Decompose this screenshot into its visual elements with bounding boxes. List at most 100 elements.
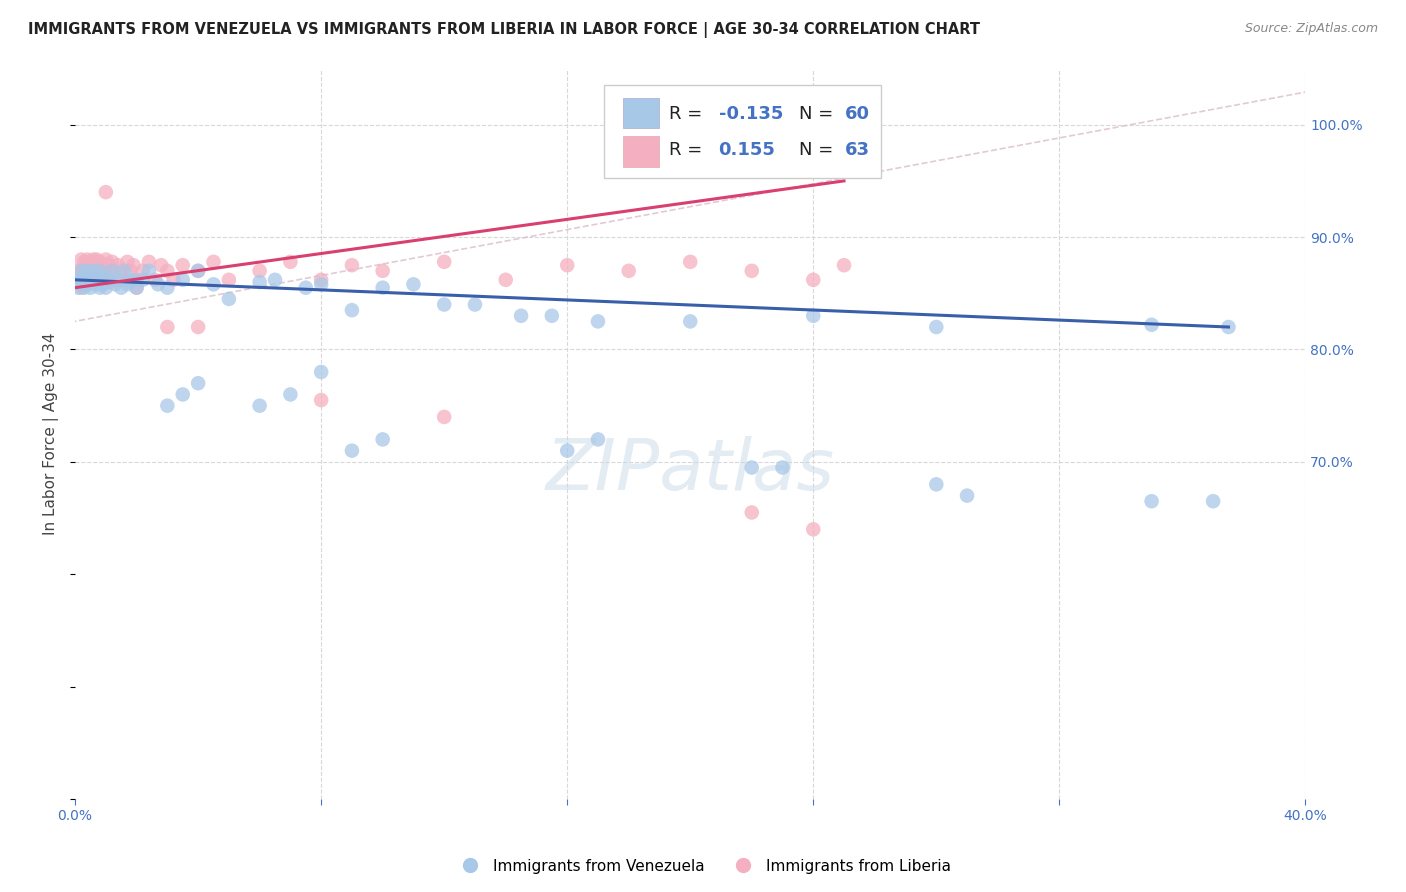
Point <box>79 273 101 287</box>
Point <box>79 281 101 295</box>
Point <box>264 273 287 287</box>
Text: ZIPatlas: ZIPatlas <box>546 436 835 505</box>
Point <box>540 309 562 323</box>
Point <box>94 264 117 278</box>
Point <box>832 258 855 272</box>
Point <box>402 277 425 292</box>
Point <box>89 281 111 295</box>
Point <box>94 252 117 267</box>
Point <box>86 252 108 267</box>
Point <box>101 264 124 278</box>
Point <box>112 273 135 287</box>
Point <box>249 275 271 289</box>
Point <box>1218 320 1240 334</box>
Point <box>433 409 456 424</box>
Point <box>83 264 105 278</box>
Point <box>110 281 132 295</box>
Point <box>91 258 114 272</box>
Point <box>79 264 101 278</box>
Point <box>91 273 114 287</box>
Point <box>70 277 93 292</box>
Point <box>107 273 129 287</box>
Point <box>83 264 105 278</box>
Text: IMMIGRANTS FROM VENEZUELA VS IMMIGRANTS FROM LIBERIA IN LABOR FORCE | AGE 30-34 : IMMIGRANTS FROM VENEZUELA VS IMMIGRANTS … <box>28 22 980 38</box>
Point <box>925 320 948 334</box>
Point <box>91 277 114 292</box>
Point <box>340 303 363 318</box>
Point <box>1140 318 1163 332</box>
Point <box>249 264 271 278</box>
Point <box>70 252 93 267</box>
Point <box>132 273 155 287</box>
Y-axis label: In Labor Force | Age 30-34: In Labor Force | Age 30-34 <box>44 333 59 535</box>
Point <box>309 273 332 287</box>
Point <box>187 320 209 334</box>
Legend: Immigrants from Venezuela, Immigrants from Liberia: Immigrants from Venezuela, Immigrants fr… <box>449 853 957 880</box>
Point <box>138 255 160 269</box>
Point <box>86 264 108 278</box>
Point <box>76 277 98 292</box>
Point <box>586 314 609 328</box>
Point <box>94 273 117 287</box>
Point <box>70 264 93 278</box>
Point <box>309 365 332 379</box>
Point <box>112 264 135 278</box>
Point <box>772 460 794 475</box>
FancyBboxPatch shape <box>623 98 659 128</box>
Point <box>101 255 124 269</box>
Point <box>679 255 702 269</box>
Point <box>156 264 179 278</box>
Point <box>79 255 101 269</box>
Point <box>67 273 90 287</box>
Point <box>120 275 142 289</box>
Point <box>510 309 533 323</box>
Point <box>741 460 763 475</box>
Point <box>617 264 640 278</box>
Point <box>340 443 363 458</box>
Point <box>218 273 240 287</box>
Point <box>89 264 111 278</box>
Point <box>172 273 194 287</box>
Point <box>249 399 271 413</box>
Point <box>125 281 148 295</box>
Point <box>73 273 96 287</box>
Point <box>83 252 105 267</box>
Point <box>464 297 486 311</box>
Point <box>67 275 90 289</box>
Point <box>94 185 117 199</box>
Point <box>280 387 302 401</box>
Point <box>73 264 96 278</box>
Point <box>107 258 129 272</box>
Point <box>73 273 96 287</box>
Point <box>1202 494 1225 508</box>
Point <box>97 275 120 289</box>
Point <box>110 264 132 278</box>
Text: -0.135: -0.135 <box>718 105 783 123</box>
Point <box>1140 494 1163 508</box>
Point <box>91 269 114 284</box>
Text: 63: 63 <box>845 141 870 160</box>
Text: R =: R = <box>669 141 714 160</box>
Point <box>120 264 142 278</box>
Point <box>76 264 98 278</box>
Point <box>101 264 124 278</box>
Point <box>117 277 139 292</box>
Point <box>280 255 302 269</box>
Point <box>143 273 166 287</box>
Point <box>117 255 139 269</box>
Point <box>555 258 578 272</box>
Text: 0.155: 0.155 <box>718 141 776 160</box>
Point <box>125 273 148 287</box>
Point <box>294 281 316 295</box>
Point <box>86 273 108 287</box>
Point <box>67 264 90 278</box>
Point <box>495 273 517 287</box>
Text: N =: N = <box>799 105 838 123</box>
Point <box>73 269 96 284</box>
Point <box>83 273 105 287</box>
Point <box>956 489 979 503</box>
Point <box>187 264 209 278</box>
Point <box>104 277 127 292</box>
Text: N =: N = <box>799 141 838 160</box>
Point <box>555 443 578 458</box>
